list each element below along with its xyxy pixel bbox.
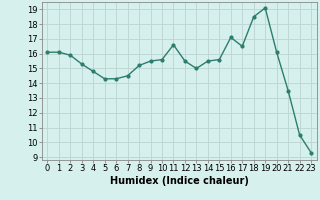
X-axis label: Humidex (Indice chaleur): Humidex (Indice chaleur) <box>110 176 249 186</box>
